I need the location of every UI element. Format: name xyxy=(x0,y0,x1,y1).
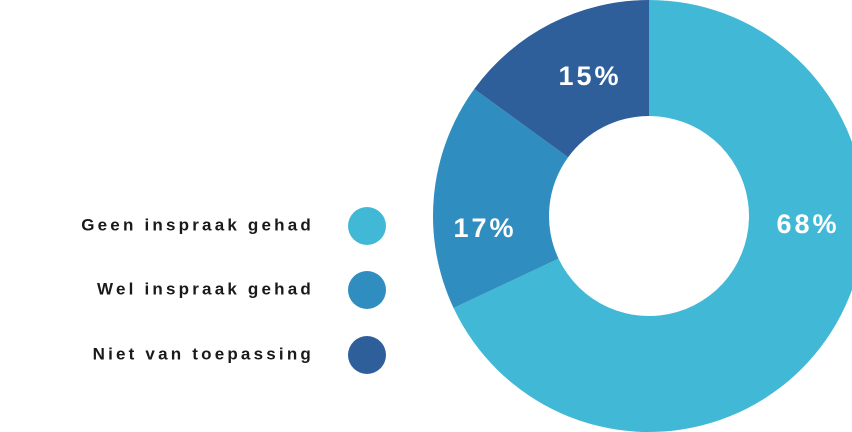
legend-label: Geen inspraak gehad xyxy=(81,215,314,234)
slice-label: 15% xyxy=(558,61,621,91)
legend-marker xyxy=(348,336,386,374)
slice-label: 68% xyxy=(776,209,839,239)
slice-label: 17% xyxy=(453,213,516,243)
donut-slice xyxy=(453,0,852,432)
legend-label: Wel inspraak gehad xyxy=(97,279,314,298)
legend-label: Niet van toepassing xyxy=(93,344,314,363)
donut-slice xyxy=(433,89,569,308)
legend-marker xyxy=(348,271,386,309)
donut-slice xyxy=(474,0,649,158)
legend-marker xyxy=(348,207,386,245)
